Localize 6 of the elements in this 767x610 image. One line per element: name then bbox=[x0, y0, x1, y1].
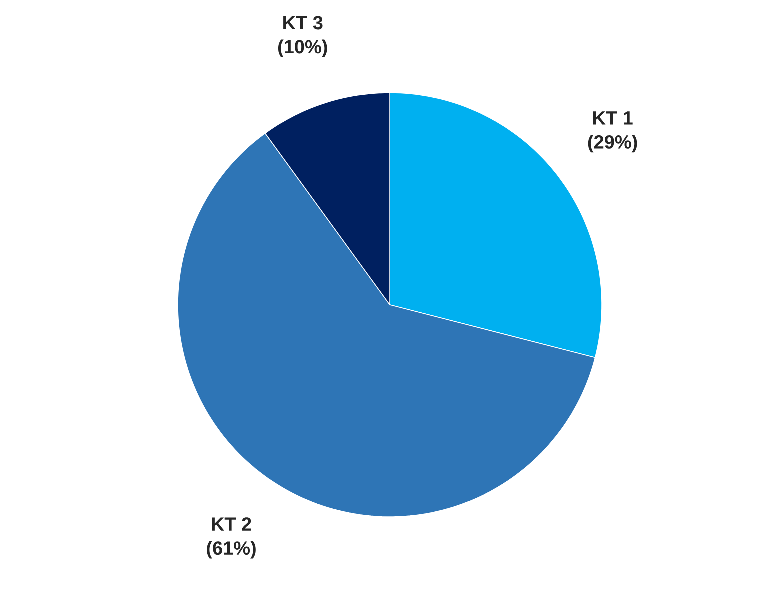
data-label: (29%) bbox=[588, 134, 638, 153]
slice-label: KT 2 bbox=[212, 518, 252, 531]
data-label: (61%) bbox=[207, 541, 256, 559]
slice-label: KT 1 bbox=[593, 112, 633, 125]
slice-label: KT 3 bbox=[284, 16, 323, 30]
data-label: (10%) bbox=[278, 40, 328, 58]
